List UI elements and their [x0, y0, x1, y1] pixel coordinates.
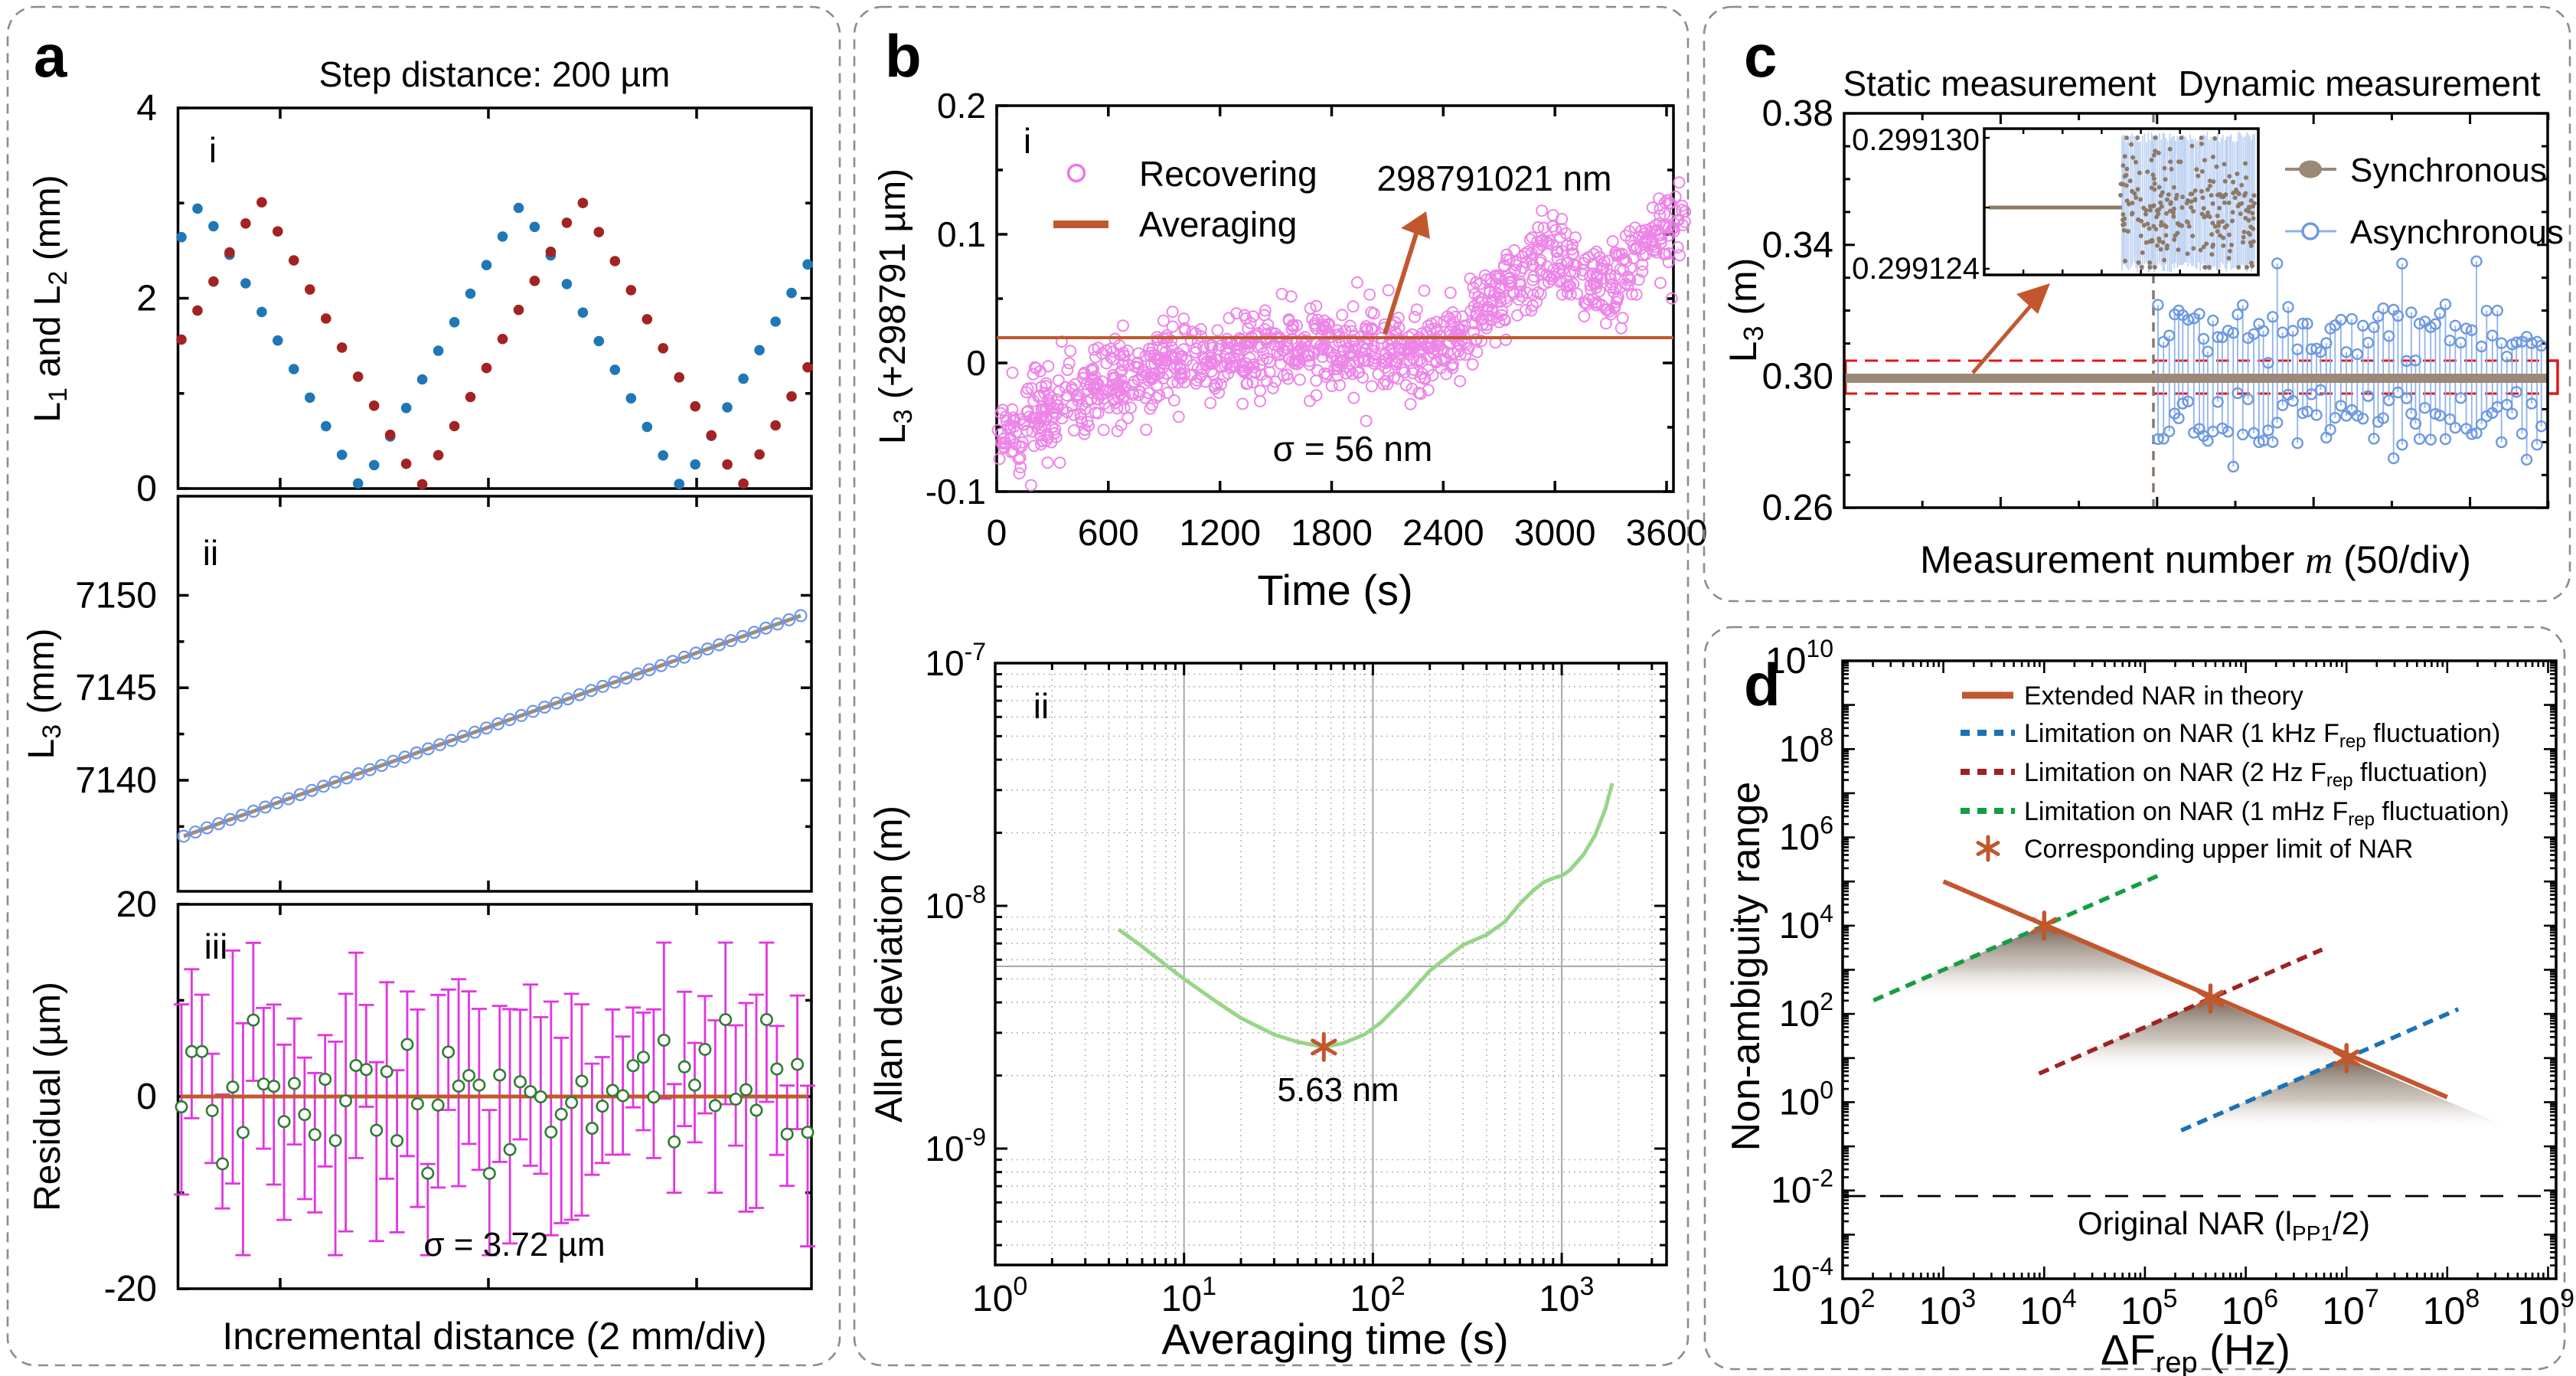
svg-text:Corresponding upper limit of N: Corresponding upper limit of NAR: [2024, 835, 2413, 864]
svg-text:Limitation on NAR (2 Hz Frep f: Limitation on NAR (2 Hz Frep fluctuation…: [2024, 758, 2487, 791]
svg-text:105: 105: [2121, 1284, 2178, 1332]
svg-text:Dynamic measurement: Dynamic measurement: [2179, 64, 2541, 103]
svg-text:0: 0: [966, 343, 986, 383]
svg-text:10-7: 10-7: [925, 638, 986, 683]
svg-text:ΔFrep (Hz): ΔFrep (Hz): [2101, 1325, 2290, 1376]
svg-text:10-9: 10-9: [925, 1123, 986, 1168]
svg-text:0.30: 0.30: [1762, 357, 1833, 397]
svg-text:7140: 7140: [75, 760, 157, 801]
svg-text:102: 102: [1350, 1272, 1405, 1319]
svg-text:L1 and L2 (mm): L1 and L2 (mm): [28, 175, 73, 422]
svg-text:106: 106: [1779, 812, 1833, 858]
svg-text:108: 108: [2423, 1284, 2480, 1332]
svg-text:109: 109: [2518, 1284, 2575, 1332]
svg-text:d: d: [1744, 651, 1781, 718]
svg-text:Averaging: Averaging: [1139, 204, 1297, 244]
svg-text:0: 0: [136, 1077, 157, 1117]
svg-text:Averaging time (s): Averaging time (s): [1161, 1315, 1508, 1363]
svg-text:10-8: 10-8: [925, 881, 986, 926]
svg-text:5.63 nm: 5.63 nm: [1278, 1071, 1399, 1109]
svg-text:σ = 56 nm: σ = 56 nm: [1273, 429, 1433, 469]
svg-text:a: a: [34, 22, 67, 90]
svg-text:600: 600: [1078, 513, 1139, 554]
svg-text:3600: 3600: [1626, 513, 1708, 554]
svg-text:4: 4: [136, 88, 157, 129]
svg-text:Residual (µm): Residual (µm): [28, 982, 68, 1211]
svg-text:ii: ii: [1033, 686, 1049, 726]
svg-text:L3 (mm): L3 (mm): [21, 629, 67, 760]
svg-text:7145: 7145: [75, 668, 157, 708]
svg-text:Static measurement: Static measurement: [1843, 64, 2156, 103]
svg-text:σ = 3.72 µm: σ = 3.72 µm: [423, 1226, 605, 1263]
svg-text:Limitation on NAR (1 mHz Frep: Limitation on NAR (1 mHz Frep fluctuatio…: [2024, 797, 2509, 830]
svg-text:0.26: 0.26: [1762, 488, 1833, 528]
svg-text:Synchronous: Synchronous: [2350, 152, 2547, 189]
svg-text:103: 103: [1539, 1272, 1594, 1319]
svg-text:iii: iii: [204, 927, 228, 966]
svg-text:100: 100: [1779, 1076, 1833, 1123]
svg-text:Extended NAR in theory: Extended NAR in theory: [2024, 681, 2303, 711]
svg-text:L3 (m): L3 (m): [1722, 258, 1769, 363]
svg-text:i: i: [1024, 121, 1031, 161]
svg-text:102: 102: [1779, 988, 1833, 1034]
svg-text:102: 102: [1818, 1284, 1876, 1332]
svg-text:0.38: 0.38: [1762, 93, 1833, 134]
svg-text:103: 103: [1919, 1284, 1977, 1332]
svg-text:-20: -20: [104, 1269, 157, 1309]
svg-text:-0.1: -0.1: [926, 472, 986, 512]
svg-text:1800: 1800: [1291, 513, 1373, 554]
svg-text:ii: ii: [203, 533, 218, 573]
svg-text:1200: 1200: [1179, 513, 1261, 554]
svg-text:1010: 1010: [1765, 635, 1833, 681]
svg-text:20: 20: [116, 884, 157, 925]
svg-text:i: i: [209, 130, 217, 170]
svg-text:Step distance: 200 µm: Step distance: 200 µm: [319, 54, 671, 94]
svg-text:Original NAR (lPP1/2): Original NAR (lPP1/2): [2078, 1205, 2370, 1245]
svg-text:100: 100: [972, 1272, 1027, 1319]
svg-text:101: 101: [1161, 1272, 1216, 1319]
svg-text:10-2: 10-2: [1771, 1165, 1833, 1211]
svg-text:Allan deviation (m): Allan deviation (m): [867, 806, 910, 1123]
svg-text:0.299130: 0.299130: [1852, 123, 1980, 157]
svg-text:104: 104: [2019, 1284, 2077, 1332]
svg-text:0: 0: [987, 513, 1007, 554]
svg-text:Asynchronous: Asynchronous: [2350, 214, 2564, 251]
svg-text:Limitation on NAR (1 kHz Frep: Limitation on NAR (1 kHz Frep fluctuatio…: [2024, 719, 2500, 752]
svg-text:Recovering: Recovering: [1139, 154, 1317, 194]
svg-text:2400: 2400: [1402, 513, 1484, 554]
svg-text:Measurement number m (50/div): Measurement number m (50/div): [1920, 538, 2471, 581]
svg-text:Time (s): Time (s): [1257, 566, 1412, 614]
svg-text:c: c: [1744, 22, 1777, 90]
svg-text:2: 2: [136, 279, 157, 319]
svg-text:0.299124: 0.299124: [1852, 252, 1980, 286]
svg-text:Non-ambiguity range: Non-ambiguity range: [1724, 782, 1768, 1152]
svg-text:298791021 nm: 298791021 nm: [1377, 159, 1612, 198]
svg-text:b: b: [885, 22, 922, 90]
svg-text:0.2: 0.2: [937, 86, 986, 126]
svg-text:104: 104: [1779, 900, 1833, 946]
svg-text:0.1: 0.1: [937, 214, 986, 254]
svg-text:0: 0: [136, 469, 157, 509]
svg-text:3000: 3000: [1514, 513, 1596, 554]
svg-text:108: 108: [1779, 723, 1833, 770]
svg-text:7150: 7150: [75, 576, 157, 616]
svg-text:0.34: 0.34: [1762, 225, 1833, 266]
svg-text:107: 107: [2322, 1284, 2379, 1332]
svg-text:L3 (+298791 µm): L3 (+298791 µm): [873, 168, 918, 444]
svg-text:Incremental distance (2 mm/div: Incremental distance (2 mm/div): [222, 1315, 766, 1358]
